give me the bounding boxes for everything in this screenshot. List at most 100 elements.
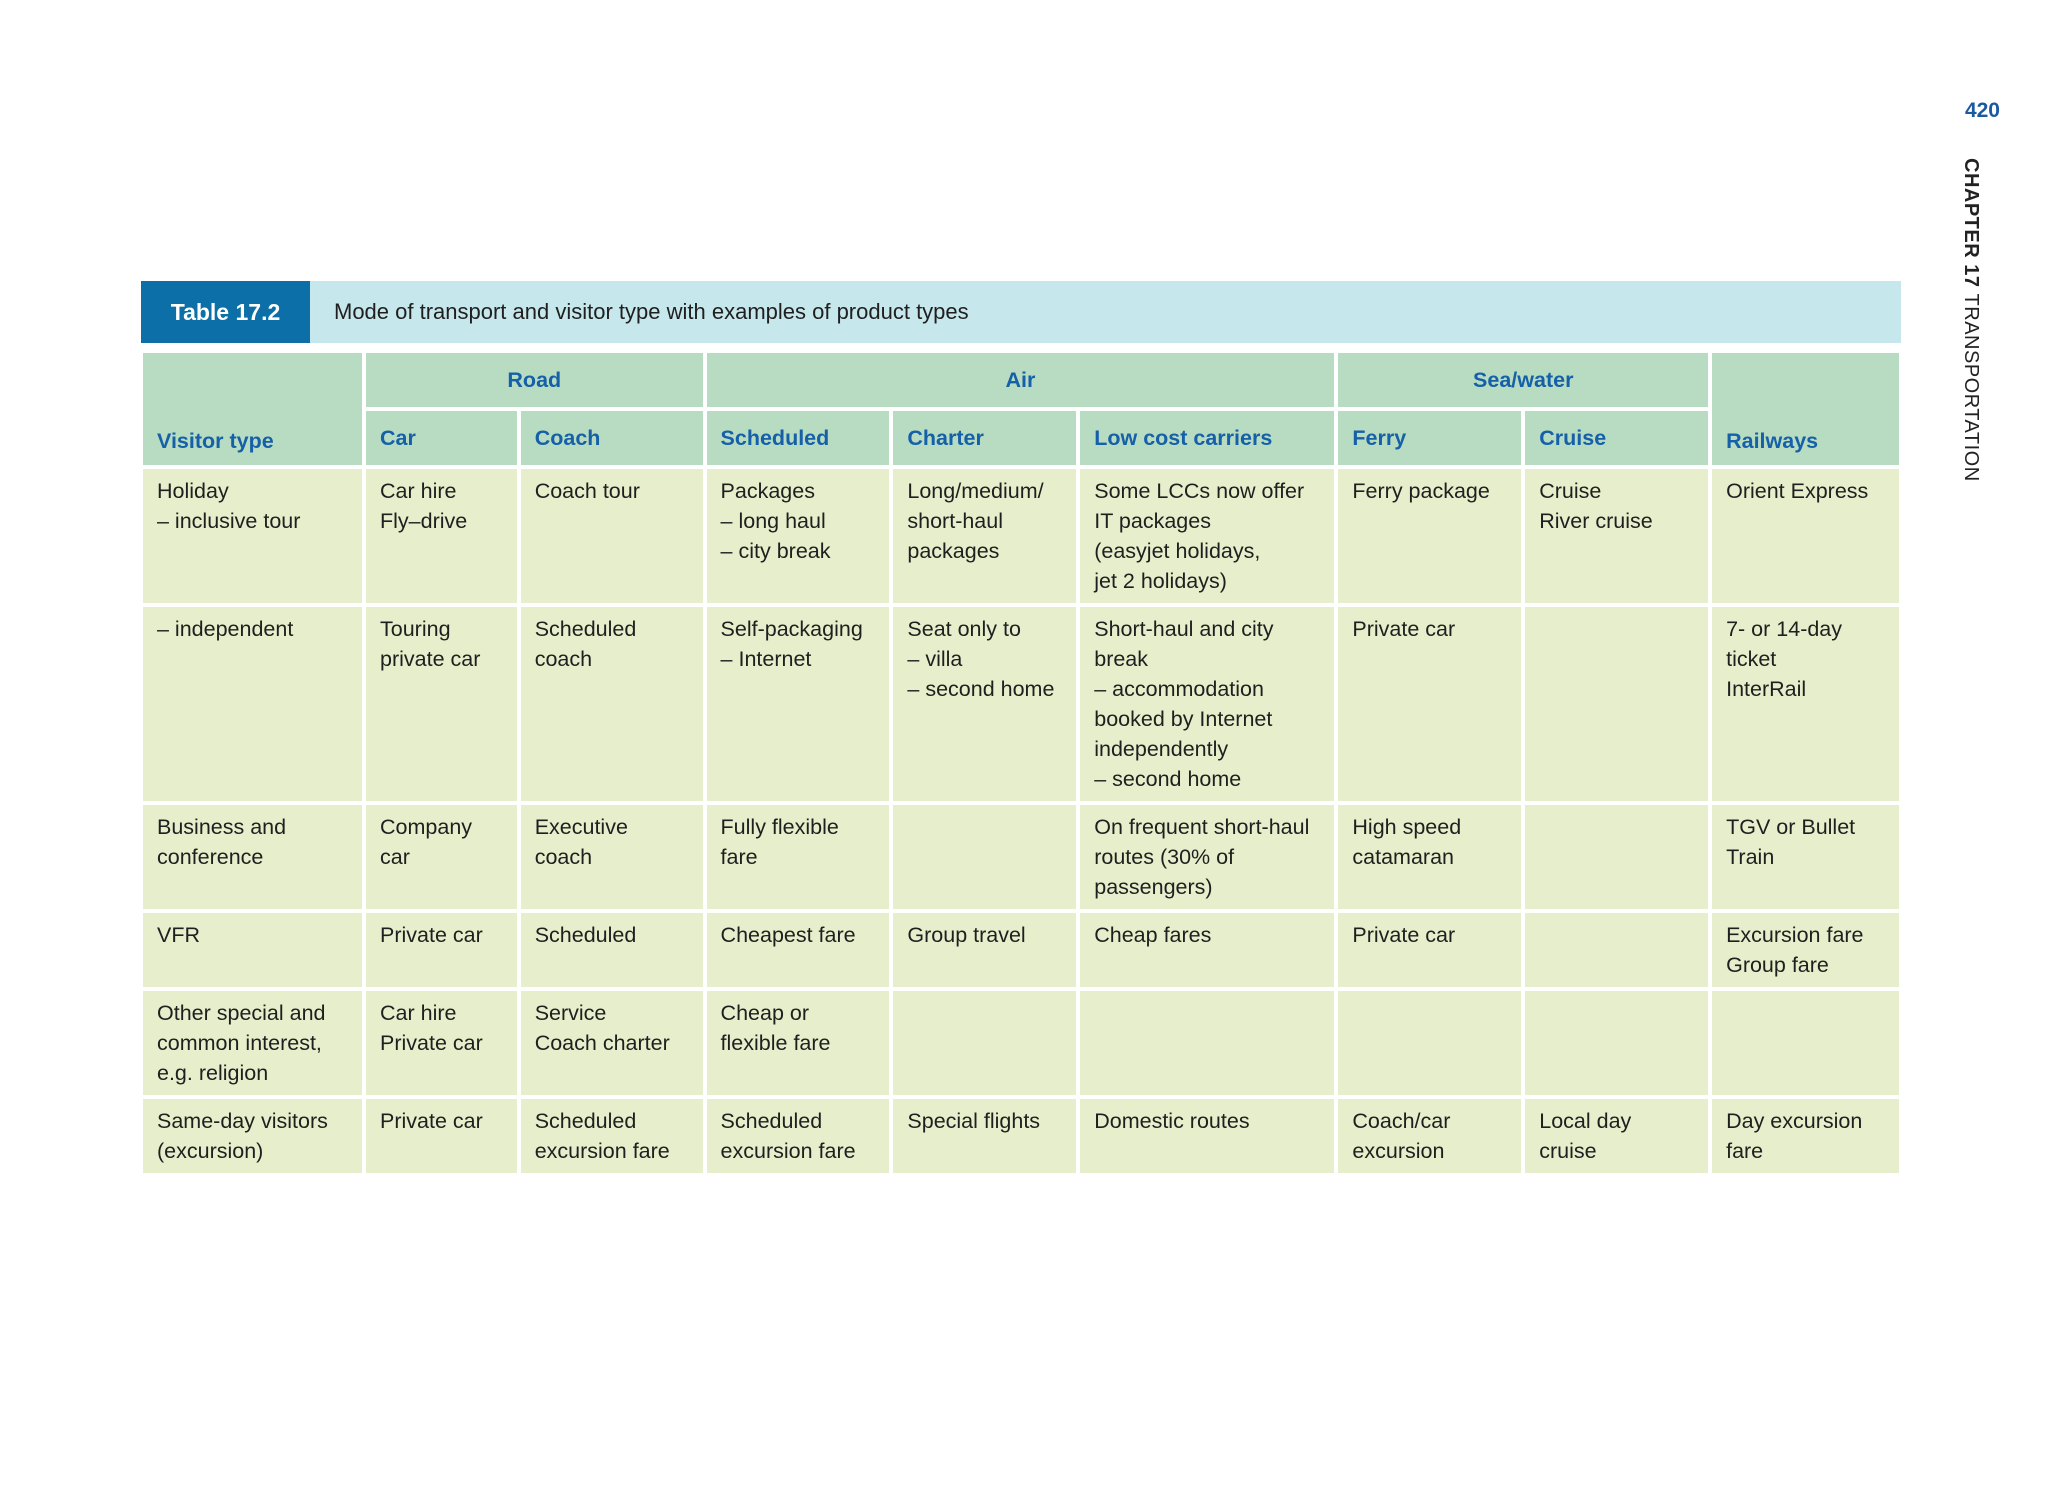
cell-text-line: Some LCCs now offer bbox=[1094, 479, 1305, 503]
table-cell-cruise bbox=[1525, 991, 1709, 1095]
cell-text-line: Long/medium/ bbox=[907, 479, 1044, 503]
running-head-chapter: CHAPTER 17 bbox=[1960, 158, 1982, 288]
cell-text-line: coach bbox=[534, 845, 593, 869]
header-group-road: Road bbox=[366, 353, 703, 407]
cell-text-line: High speed bbox=[1352, 815, 1462, 839]
running-head: CHAPTER 17 TRANSPORTATION bbox=[1959, 158, 1982, 482]
cell-text-line: flexible fare bbox=[720, 1031, 831, 1055]
cell-text-line: (easyjet holidays, bbox=[1094, 539, 1261, 563]
table-caption: Mode of transport and visitor type with … bbox=[334, 299, 969, 324]
cell-text-line: Scheduled bbox=[534, 923, 637, 947]
table-cell-visitor: Other special and common interest, e.g. re… bbox=[143, 991, 363, 1095]
table-cell-charter: Long/medium/short-haul packages bbox=[893, 469, 1077, 603]
table-row: – independent Touring private car Scheduled… bbox=[143, 607, 1899, 801]
table-cell-car: Car hire Fly–drive bbox=[366, 469, 517, 603]
table-cell-charter bbox=[893, 805, 1077, 909]
table-cell-ferry: Private car bbox=[1338, 607, 1522, 801]
cell-text-line: – independent bbox=[157, 617, 294, 641]
table-cell-cruise bbox=[1525, 913, 1709, 987]
cell-text-line: Seat only to bbox=[907, 617, 1021, 641]
table-cell-visitor: Business and conference bbox=[143, 805, 363, 909]
header-low-cost-carriers: Low cost carriers bbox=[1080, 411, 1335, 465]
cell-text-line: – second home bbox=[907, 677, 1055, 701]
cell-text-line: car bbox=[380, 845, 410, 869]
cell-text-line: passengers) bbox=[1094, 875, 1213, 899]
header-group-air: Air bbox=[706, 353, 1335, 407]
cell-text-line: Touring bbox=[380, 617, 451, 641]
cell-text-line: e.g. religion bbox=[157, 1061, 269, 1085]
cell-text-line: River cruise bbox=[1539, 509, 1653, 533]
cell-text-line: Private car bbox=[1352, 923, 1456, 947]
cell-text-line: Cruise bbox=[1539, 479, 1602, 503]
cell-text-line: Train bbox=[1726, 845, 1775, 869]
header-coach: Coach bbox=[520, 411, 703, 465]
cell-text-line: Private car bbox=[380, 923, 483, 947]
cell-text-line: booked by Internet bbox=[1094, 707, 1273, 731]
cell-text-line: – villa bbox=[907, 647, 963, 671]
cell-text-line: Holiday bbox=[157, 479, 229, 503]
table-cell-charter: Special flights bbox=[893, 1099, 1077, 1173]
page-number: 420 bbox=[1964, 99, 2000, 122]
table-cell-cruise bbox=[1525, 805, 1709, 909]
cell-text-line: Scheduled bbox=[720, 1109, 823, 1133]
cell-text-line: Scheduled bbox=[534, 617, 637, 641]
table-cell-scheduled: Scheduled excursion fare bbox=[706, 1099, 890, 1173]
cell-text-line: Cheapest fare bbox=[720, 923, 856, 947]
cell-text-line: excursion bbox=[1352, 1139, 1445, 1163]
cell-text-line: Business and bbox=[157, 815, 287, 839]
cell-text-line: (excursion) bbox=[157, 1139, 264, 1163]
cell-text-line: Day excursion bbox=[1726, 1109, 1863, 1133]
table-cell-coach: Scheduled bbox=[520, 913, 703, 987]
cell-text-line: On frequent short-haul bbox=[1094, 815, 1310, 839]
cell-text-line: – accommodation bbox=[1094, 677, 1264, 701]
cell-text-line: Private car bbox=[1352, 617, 1456, 641]
cell-text-line: Same-day visitors bbox=[157, 1109, 328, 1133]
cell-text-line: excursion fare bbox=[720, 1139, 856, 1163]
table-body: Holiday – inclusive tour Car hire Fly–drive… bbox=[143, 469, 1899, 1173]
table-cell-coach: Scheduled coach bbox=[520, 607, 703, 801]
table-row: VFR Private car Scheduled Cheapest fare Grou… bbox=[143, 913, 1899, 987]
cell-text-line: 7- or 14-day bbox=[1726, 617, 1843, 641]
header-cruise: Cruise bbox=[1525, 411, 1709, 465]
table-cell-visitor: Holiday – inclusive tour bbox=[143, 469, 363, 603]
cell-text-line: Special flights bbox=[907, 1109, 1041, 1133]
cell-text-line: Cheap fares bbox=[1094, 923, 1212, 947]
cell-text-line: short-haul bbox=[907, 509, 1003, 533]
table-cell-ferry bbox=[1338, 991, 1522, 1095]
table-cell-scheduled: Cheap or flexible fare bbox=[706, 991, 890, 1095]
table-cell-car: Private car bbox=[366, 913, 517, 987]
table-cell-charter: Group travel bbox=[893, 913, 1077, 987]
table-cell-railways: TGV or Bullet Train bbox=[1712, 805, 1899, 909]
cell-text-line: – Internet bbox=[720, 647, 812, 671]
cell-text-line: cruise bbox=[1539, 1139, 1597, 1163]
cell-text-line: private car bbox=[380, 647, 481, 671]
table-cell-ferry: High speed catamaran bbox=[1338, 805, 1522, 909]
cell-text-line: Local day bbox=[1539, 1109, 1632, 1133]
cell-text-line: coach bbox=[534, 647, 593, 671]
cell-text-line: Service bbox=[534, 1001, 607, 1025]
table-cell-charter: Seat only to – villa – second home bbox=[893, 607, 1077, 801]
cell-text-line: Short-haul and city bbox=[1094, 617, 1274, 641]
cell-text-line: IT packages bbox=[1094, 509, 1211, 533]
table-cell-lcc: Cheap fares bbox=[1080, 913, 1335, 987]
table-cell-visitor: Same-day visitors (excursion) bbox=[143, 1099, 363, 1173]
table-cell-coach: Service Coach charter bbox=[520, 991, 703, 1095]
table-cell-ferry: Private car bbox=[1338, 913, 1522, 987]
table-cell-car: Car hire Private car bbox=[366, 991, 517, 1095]
cell-text-line: – second home bbox=[1094, 767, 1242, 791]
cell-text-line: conference bbox=[157, 845, 264, 869]
table-cell-scheduled: Self-packaging – Internet bbox=[706, 607, 890, 801]
running-head-title: TRANSPORTATION bbox=[1960, 293, 1982, 482]
cell-text-line: fare bbox=[1726, 1139, 1764, 1163]
table-row: Other special and common interest, e.g. re… bbox=[143, 991, 1899, 1095]
table-cell-car: Touring private car bbox=[366, 607, 517, 801]
header-ferry: Ferry bbox=[1338, 411, 1522, 465]
table-cell-scheduled: Cheapest fare bbox=[706, 913, 890, 987]
table-row: Same-day visitors (excursion) Private car S… bbox=[143, 1099, 1899, 1173]
cell-text-line: ticket bbox=[1726, 647, 1777, 671]
cell-text-line: independently bbox=[1094, 737, 1229, 761]
cell-text-line: Coach tour bbox=[534, 479, 640, 503]
table-cell-cruise: Local day cruise bbox=[1525, 1099, 1709, 1173]
cell-text-line: Packages bbox=[720, 479, 815, 503]
cell-text-line: Scheduled bbox=[534, 1109, 637, 1133]
